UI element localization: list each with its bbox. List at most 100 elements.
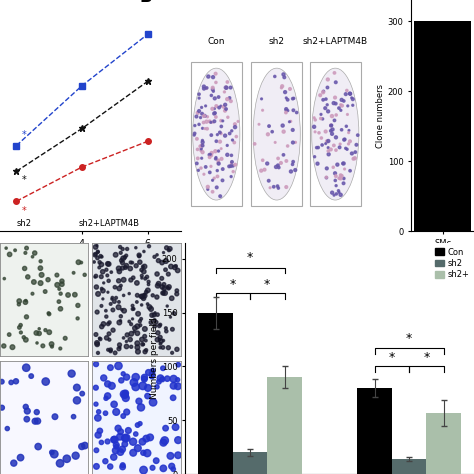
Point [159, 375, 166, 383]
Point [289, 161, 296, 168]
Point [105, 277, 112, 284]
Point [332, 146, 340, 154]
Point [337, 107, 345, 114]
Point [169, 465, 177, 473]
Point [123, 374, 130, 381]
Point [115, 303, 122, 311]
Point [212, 79, 220, 86]
Point [5, 331, 13, 338]
Point [204, 113, 211, 120]
Point [162, 266, 169, 273]
Point [228, 152, 235, 159]
Point [158, 274, 165, 282]
Text: *: * [423, 351, 429, 365]
Point [37, 257, 45, 265]
Point [23, 313, 30, 321]
Point [132, 244, 140, 252]
Point [325, 151, 332, 158]
Point [215, 104, 223, 111]
Point [99, 295, 107, 303]
Point [332, 134, 340, 141]
Point [109, 306, 117, 314]
Point [323, 101, 331, 109]
Point [140, 248, 148, 255]
Point [339, 160, 347, 167]
Point [98, 302, 105, 310]
Point [214, 156, 222, 164]
Text: *: * [406, 332, 412, 345]
Point [212, 155, 219, 163]
Point [229, 162, 237, 170]
Point [348, 94, 356, 101]
Point [275, 164, 283, 171]
Point [204, 185, 211, 193]
Text: sh2: sh2 [269, 37, 285, 46]
Point [92, 360, 100, 368]
Point [328, 189, 336, 196]
Point [212, 113, 219, 121]
Point [117, 448, 124, 456]
Point [229, 168, 237, 175]
Point [351, 155, 359, 162]
Point [292, 138, 299, 146]
Point [131, 324, 139, 332]
Point [48, 340, 55, 348]
Point [116, 268, 123, 275]
Point [22, 403, 29, 410]
Point [33, 408, 41, 416]
Point [274, 184, 282, 192]
Point [194, 146, 201, 153]
Bar [427, 413, 461, 474]
Point [167, 452, 174, 460]
Point [199, 138, 207, 146]
Point [149, 292, 156, 299]
Text: *: * [247, 251, 253, 264]
Point [224, 78, 231, 86]
Point [171, 264, 179, 271]
Point [163, 244, 170, 252]
Point [134, 348, 142, 356]
Point [259, 156, 266, 164]
Point [95, 264, 103, 271]
Point [160, 465, 167, 472]
Point [228, 136, 236, 144]
Point [115, 264, 123, 272]
Point [311, 128, 319, 136]
Text: B: B [139, 0, 152, 7]
Point [141, 325, 149, 333]
Point [346, 90, 354, 98]
Point [219, 165, 227, 173]
Point [151, 309, 159, 317]
Point [257, 167, 265, 174]
Point [273, 182, 281, 190]
Point [272, 138, 279, 146]
Point [162, 324, 170, 332]
Ellipse shape [253, 68, 301, 200]
Point [313, 144, 320, 151]
Point [265, 122, 273, 130]
Point [21, 264, 28, 272]
Point [223, 84, 230, 91]
Point [153, 319, 160, 326]
Point [203, 118, 210, 126]
Point [141, 374, 148, 381]
Point [162, 257, 170, 265]
Point [48, 343, 56, 350]
Text: sh2+LAPTM4B: sh2+LAPTM4B [79, 219, 139, 228]
Point [208, 91, 215, 99]
Point [144, 300, 151, 308]
Point [310, 114, 318, 121]
Point [323, 173, 330, 181]
Point [31, 418, 39, 425]
Point [15, 301, 23, 308]
Point [104, 288, 112, 296]
Point [208, 152, 215, 159]
Point [92, 272, 100, 280]
Point [173, 346, 181, 353]
Point [130, 328, 138, 336]
Point [164, 302, 171, 310]
Point [53, 271, 61, 279]
Point [217, 117, 225, 125]
Point [286, 85, 294, 93]
Point [134, 344, 141, 351]
